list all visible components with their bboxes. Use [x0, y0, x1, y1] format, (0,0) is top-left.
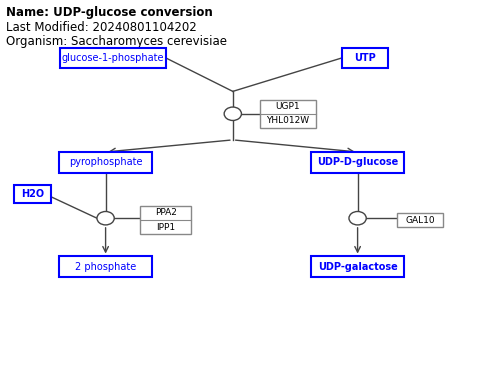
Text: Name: UDP-glucose conversion: Name: UDP-glucose conversion: [6, 6, 213, 19]
Circle shape: [97, 211, 114, 225]
FancyBboxPatch shape: [59, 152, 153, 172]
FancyBboxPatch shape: [140, 206, 191, 234]
Circle shape: [224, 107, 241, 120]
FancyBboxPatch shape: [14, 185, 51, 203]
Text: 2 phosphate: 2 phosphate: [75, 262, 136, 272]
Text: PPA2: PPA2: [155, 209, 177, 217]
FancyBboxPatch shape: [311, 257, 404, 277]
Text: pyrophosphate: pyrophosphate: [69, 157, 143, 167]
Text: Last Modified: 20240801104202: Last Modified: 20240801104202: [6, 21, 196, 34]
Text: UGP1: UGP1: [276, 102, 300, 111]
Circle shape: [349, 211, 366, 225]
Text: UDP-galactose: UDP-galactose: [318, 262, 397, 272]
FancyBboxPatch shape: [59, 257, 153, 277]
Text: IPP1: IPP1: [156, 223, 175, 232]
FancyBboxPatch shape: [311, 152, 404, 172]
Text: H2O: H2O: [21, 189, 44, 199]
FancyBboxPatch shape: [342, 47, 388, 68]
Text: YHL012W: YHL012W: [266, 116, 310, 125]
Text: GAL10: GAL10: [405, 216, 435, 225]
FancyBboxPatch shape: [60, 47, 166, 68]
FancyBboxPatch shape: [397, 213, 443, 227]
Text: UTP: UTP: [354, 53, 376, 63]
FancyBboxPatch shape: [260, 100, 316, 128]
Text: glucose-1-phosphate: glucose-1-phosphate: [61, 53, 164, 63]
Text: Organism: Saccharomyces cerevisiae: Organism: Saccharomyces cerevisiae: [6, 35, 227, 48]
Text: UDP-D-glucose: UDP-D-glucose: [317, 157, 398, 167]
